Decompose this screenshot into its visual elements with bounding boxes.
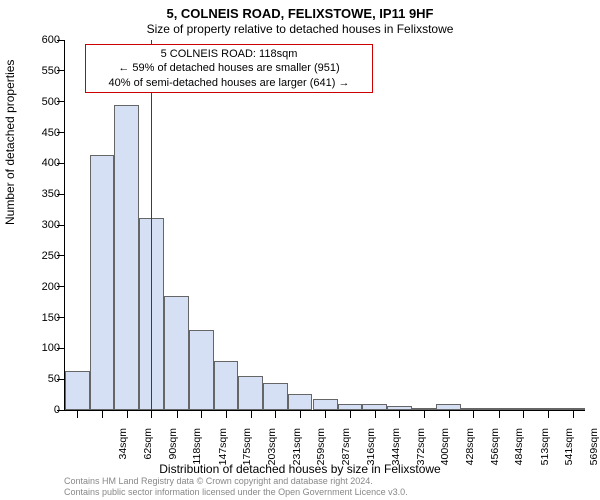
y-tick-label: 350 bbox=[20, 188, 60, 200]
x-tick bbox=[127, 410, 128, 418]
x-tick bbox=[300, 410, 301, 418]
x-tick bbox=[375, 410, 376, 418]
plot-area: 5 COLNEIS ROAD: 118sqm ← 59% of detached… bbox=[64, 40, 585, 411]
x-tick bbox=[201, 410, 202, 418]
y-tick-label: 600 bbox=[20, 34, 60, 46]
x-tick-label: 513sqm bbox=[539, 428, 551, 478]
y-tick-label: 200 bbox=[20, 281, 60, 293]
x-tick-label: 484sqm bbox=[513, 428, 525, 478]
y-tick-label: 550 bbox=[20, 65, 60, 77]
x-tick bbox=[275, 410, 276, 418]
x-tick bbox=[399, 410, 400, 418]
x-tick-label: 175sqm bbox=[241, 428, 253, 478]
annotation-line-3: 40% of semi-detached houses are larger (… bbox=[90, 76, 368, 90]
y-tick-label: 250 bbox=[20, 250, 60, 262]
footer-line-2: Contains public sector information licen… bbox=[64, 487, 408, 498]
y-axis-label: Number of detached properties bbox=[3, 60, 17, 225]
x-tick-label: 118sqm bbox=[191, 428, 203, 478]
x-tick bbox=[473, 410, 474, 418]
y-tick-label: 450 bbox=[20, 127, 60, 139]
footer-text: Contains HM Land Registry data © Crown c… bbox=[64, 476, 408, 498]
x-tick-label: 316sqm bbox=[365, 428, 377, 478]
x-tick-label: 62sqm bbox=[142, 428, 154, 478]
x-tick bbox=[325, 410, 326, 418]
histogram-bar bbox=[114, 105, 139, 410]
x-tick-label: 90sqm bbox=[167, 428, 179, 478]
x-tick-label: 287sqm bbox=[340, 428, 352, 478]
footer-line-1: Contains HM Land Registry data © Crown c… bbox=[64, 476, 408, 487]
x-tick bbox=[449, 410, 450, 418]
chart-title-sub: Size of property relative to detached ho… bbox=[0, 22, 600, 36]
x-tick-label: 541sqm bbox=[563, 428, 575, 478]
x-tick-label: 259sqm bbox=[315, 428, 327, 478]
x-tick-label: 569sqm bbox=[588, 428, 600, 478]
x-tick bbox=[424, 410, 425, 418]
x-tick-label: 231sqm bbox=[291, 428, 303, 478]
histogram-bar bbox=[214, 361, 239, 410]
x-tick bbox=[102, 410, 103, 418]
y-tick-label: 0 bbox=[20, 404, 60, 416]
histogram-bar bbox=[313, 399, 338, 410]
x-tick-label: 34sqm bbox=[117, 428, 129, 478]
y-tick-label: 300 bbox=[20, 219, 60, 231]
histogram-bar bbox=[90, 155, 115, 410]
x-tick-label: 372sqm bbox=[415, 428, 427, 478]
x-tick bbox=[350, 410, 351, 418]
chart-container: 5, COLNEIS ROAD, FELIXSTOWE, IP11 9HF Si… bbox=[0, 0, 600, 500]
highlight-line bbox=[151, 40, 152, 410]
x-tick-label: 344sqm bbox=[390, 428, 402, 478]
x-tick bbox=[548, 410, 549, 418]
x-tick bbox=[523, 410, 524, 418]
y-tick-label: 400 bbox=[20, 157, 60, 169]
x-tick-label: 147sqm bbox=[217, 428, 229, 478]
x-tick bbox=[251, 410, 252, 418]
x-tick-label: 400sqm bbox=[439, 428, 451, 478]
x-tick-label: 428sqm bbox=[464, 428, 476, 478]
annotation-line-2: ← 59% of detached houses are smaller (95… bbox=[90, 61, 368, 75]
annotation-line-1: 5 COLNEIS ROAD: 118sqm bbox=[90, 47, 368, 61]
chart-title-main: 5, COLNEIS ROAD, FELIXSTOWE, IP11 9HF bbox=[0, 6, 600, 21]
x-tick bbox=[499, 410, 500, 418]
histogram-bar bbox=[238, 376, 263, 410]
x-tick bbox=[77, 410, 78, 418]
x-tick-label: 203sqm bbox=[266, 428, 278, 478]
histogram-bar bbox=[65, 371, 90, 410]
x-tick bbox=[573, 410, 574, 418]
histogram-bar bbox=[263, 383, 288, 410]
x-tick bbox=[151, 410, 152, 418]
y-tick-label: 50 bbox=[20, 373, 60, 385]
histogram-bar bbox=[189, 330, 214, 410]
x-tick bbox=[177, 410, 178, 418]
x-tick bbox=[226, 410, 227, 418]
y-tick-label: 500 bbox=[20, 96, 60, 108]
histogram-bar bbox=[164, 296, 189, 410]
y-tick-label: 150 bbox=[20, 312, 60, 324]
histogram-bar bbox=[288, 394, 313, 410]
y-tick-label: 100 bbox=[20, 342, 60, 354]
x-tick-label: 456sqm bbox=[489, 428, 501, 478]
annotation-box: 5 COLNEIS ROAD: 118sqm ← 59% of detached… bbox=[85, 44, 373, 93]
